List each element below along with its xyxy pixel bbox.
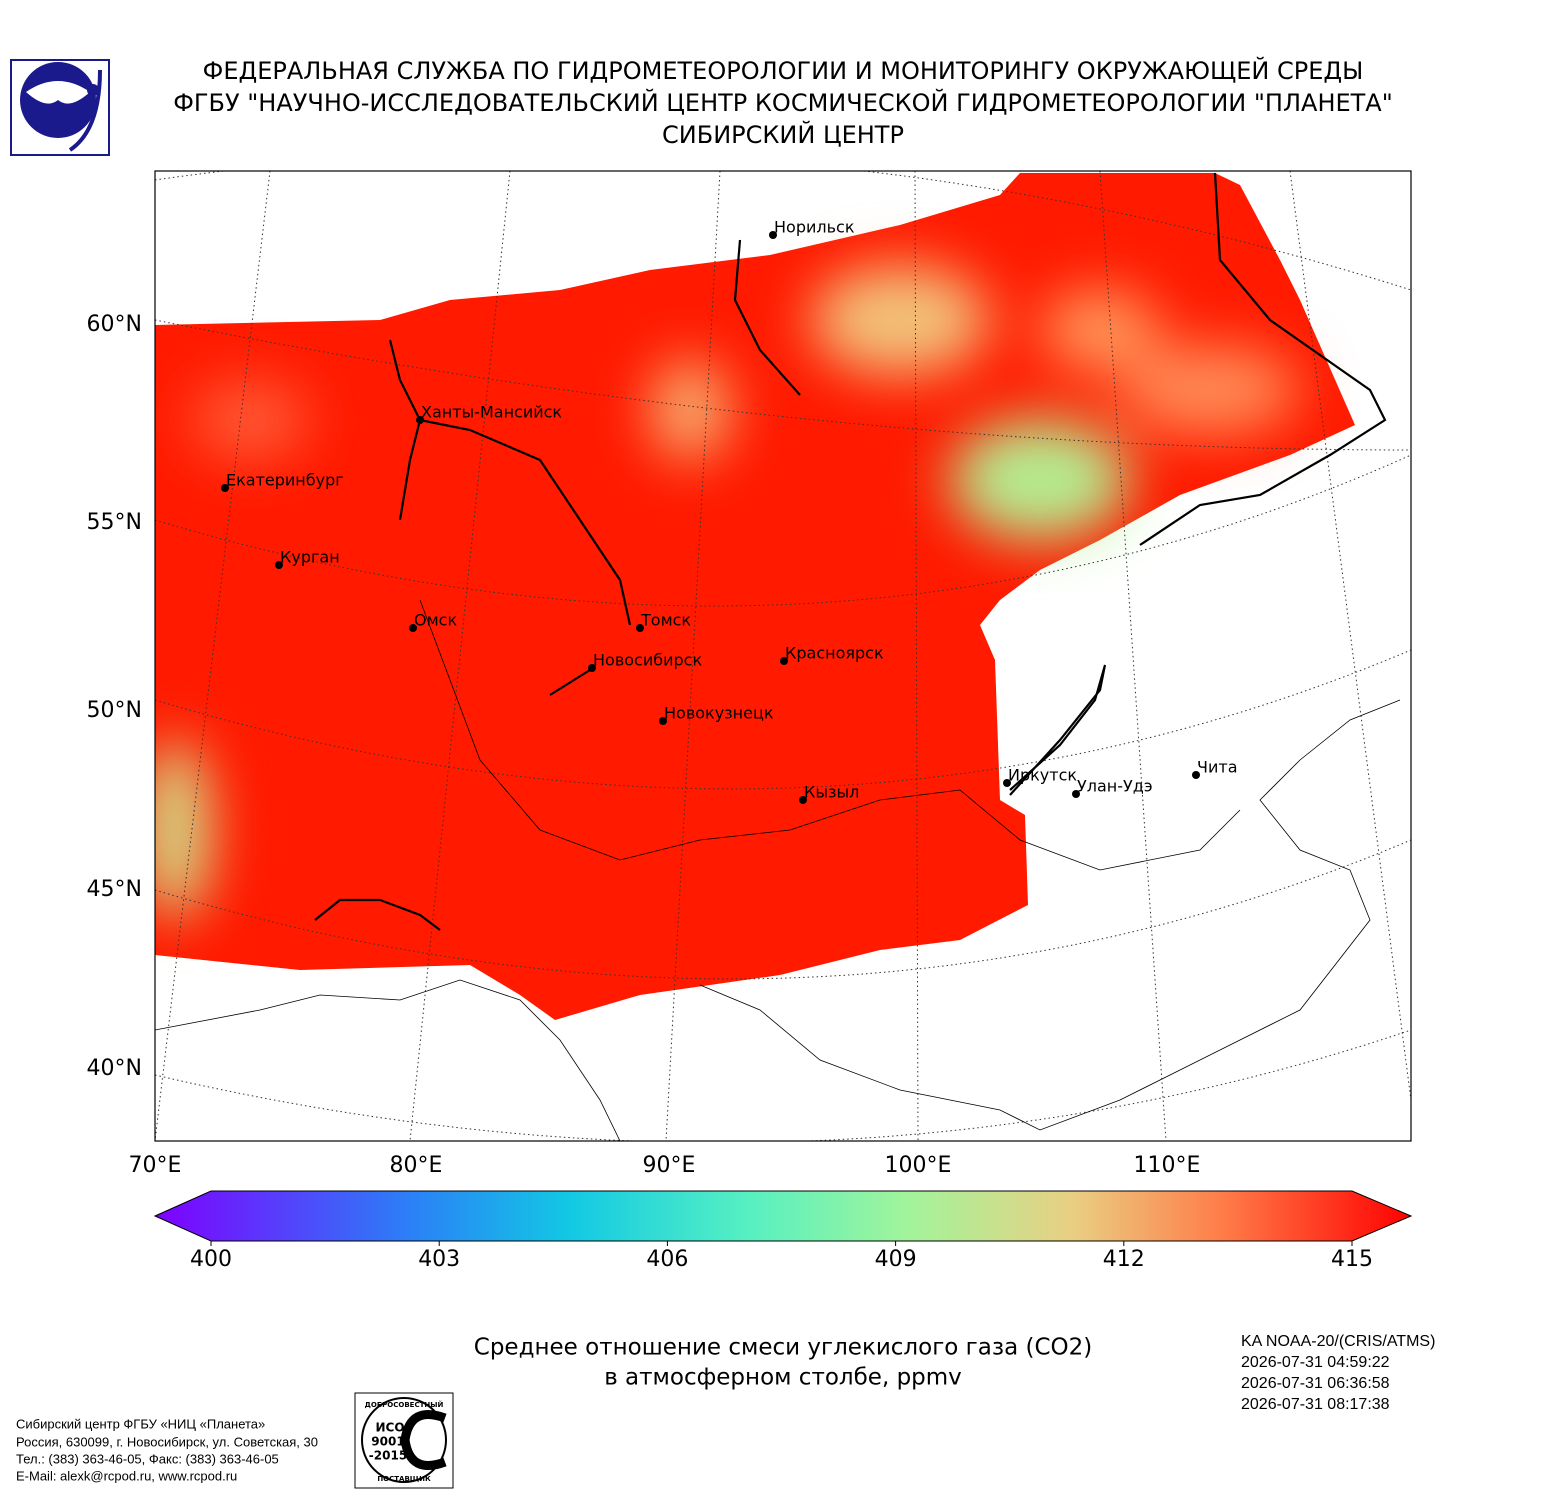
lat-label: 55°N bbox=[87, 510, 142, 535]
map-frame bbox=[154, 170, 1412, 1142]
city-marker bbox=[588, 664, 596, 672]
header-line: ФГБУ "НАУЧНО-ИССЛЕДОВАТЕЛЬСКИЙ ЦЕНТР КОС… bbox=[173, 88, 1393, 117]
colorbar-tick-label: 412 bbox=[1103, 1247, 1145, 1272]
colorbar-tick-label: 406 bbox=[646, 1247, 688, 1272]
header-line: СИБИРСКИЙ ЦЕНТР bbox=[662, 120, 904, 149]
city-label: Томск bbox=[640, 611, 691, 630]
city-marker bbox=[659, 717, 667, 725]
city-marker bbox=[769, 231, 777, 239]
lon-label: 90°E bbox=[643, 1153, 696, 1178]
colorbar-tick-label: 403 bbox=[418, 1247, 460, 1272]
city-label: Улан-Удэ bbox=[1077, 777, 1153, 796]
city-marker bbox=[799, 796, 807, 804]
city-marker bbox=[1072, 790, 1080, 798]
colorbar: 400 403 406 409 412 415 bbox=[153, 1190, 1413, 1272]
iso-text: ДОБРОСОВЕСТНЫЙ bbox=[365, 1400, 444, 1409]
footer-line: Россия, 630099, г. Новосибирск, ул. Сове… bbox=[16, 1434, 318, 1449]
colorbar-tick-label: 409 bbox=[875, 1247, 917, 1272]
iso-text: -2015 bbox=[369, 1449, 407, 1463]
map-field bbox=[155, 171, 1411, 1141]
city-marker bbox=[1192, 771, 1200, 779]
city-label: Ханты-Мансийск bbox=[421, 403, 562, 422]
city-marker bbox=[416, 416, 424, 424]
caption: Среднее отношение смеси углекислого газа… bbox=[474, 1335, 1092, 1361]
lon-label: 80°E bbox=[390, 1153, 443, 1178]
iso-text: ИСО bbox=[375, 1421, 404, 1435]
city-label: Иркутск bbox=[1008, 766, 1077, 785]
satellite-info: 2026-07-31 06:36:58 bbox=[1241, 1375, 1390, 1392]
lat-label: 40°N bbox=[87, 1056, 142, 1081]
header-line: ФЕДЕРАЛЬНАЯ СЛУЖБА ПО ГИДРОМЕТЕОРОЛОГИИ … bbox=[203, 56, 1364, 85]
footer-line: Тел.: (383) 363-46-05, Факс: (383) 363-4… bbox=[16, 1451, 279, 1466]
caption: в атмосферном столбе, ppmv bbox=[604, 1365, 962, 1391]
city-label: Новосибирск bbox=[593, 651, 702, 670]
iso-logo: ДОБРОСОВЕСТНЫЙ ИСО 9001 -2015 ПОСТАВЩИК bbox=[354, 1392, 454, 1489]
cities: Норильск Ханты-Мансийск Екатеринбург Курган… bbox=[221, 218, 1238, 804]
city-marker bbox=[221, 484, 229, 492]
graticule bbox=[155, 171, 1411, 1141]
city-marker bbox=[275, 561, 283, 569]
city-label: Новокузнецк bbox=[664, 704, 774, 723]
city-marker bbox=[636, 624, 644, 632]
city-label: Чита bbox=[1197, 758, 1238, 777]
city-label: Норильск bbox=[774, 218, 855, 237]
iso-text: 9001 bbox=[371, 1435, 404, 1449]
colorbar-tick-label: 415 bbox=[1331, 1247, 1373, 1272]
satellite-info: 2026-07-31 08:17:38 bbox=[1241, 1396, 1390, 1413]
satellite-info: 2026-07-31 04:59:22 bbox=[1241, 1354, 1390, 1371]
lon-label: 110°E bbox=[1134, 1153, 1201, 1178]
colorbar-body bbox=[153, 1190, 1413, 1242]
lat-label: 45°N bbox=[87, 877, 142, 902]
co2-field bbox=[155, 173, 1355, 1020]
logo bbox=[10, 59, 110, 156]
lat-label: 60°N bbox=[87, 312, 142, 337]
city-label: Омск bbox=[414, 611, 457, 630]
city-label: Кызыл bbox=[804, 783, 859, 802]
city-label: Красноярск bbox=[785, 644, 884, 663]
city-marker bbox=[409, 624, 417, 632]
city-marker bbox=[1003, 779, 1011, 787]
lon-label: 100°E bbox=[885, 1153, 952, 1178]
iso-text: ПОСТАВЩИК bbox=[377, 1475, 431, 1483]
footer-line: Сибирский центр ФГБУ «НИЦ «Планета» bbox=[16, 1416, 265, 1431]
axis-labels: 60°N 55°N 50°N 45°N 40°N 70°E 80°E 90°E 100°E 110… bbox=[87, 312, 1201, 1178]
city-label: Курган bbox=[280, 548, 340, 567]
colorbar-tick-label: 400 bbox=[190, 1247, 232, 1272]
lon-label: 70°E bbox=[129, 1153, 182, 1178]
footer-line: E-Mail: alexk@rcpod.ru, www.rcpod.ru bbox=[16, 1468, 237, 1483]
city-marker bbox=[780, 657, 788, 665]
satellite-info: KA NOAA-20/(CRIS/ATMS) bbox=[1241, 1333, 1435, 1350]
lat-label: 50°N bbox=[87, 698, 142, 723]
city-label: Екатеринбург bbox=[226, 471, 344, 490]
